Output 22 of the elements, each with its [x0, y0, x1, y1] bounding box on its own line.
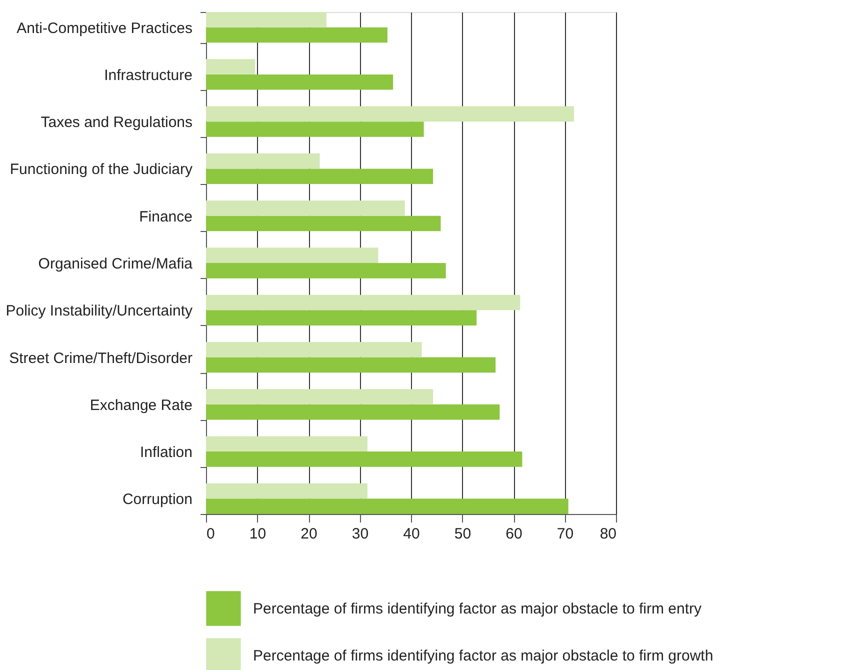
y-tick-label: Street Crime/Theft/Disorder [9, 350, 192, 367]
x-tick-label: 60 [506, 526, 522, 542]
legend-label: Percentage of firms identifying factor as major obstacle to firm entry [253, 600, 702, 618]
y-tick-label: Policy Instability/Uncertainty [6, 302, 193, 320]
x-tick-label: 40 [403, 526, 420, 542]
x-tick-label: 50 [454, 526, 472, 542]
x-tick-label: 20 [300, 526, 318, 542]
x-tick-label: 80 [600, 526, 616, 542]
y-tick-label: Infrastructure [104, 66, 192, 84]
y-tick-label: Anti-Competitive Practices [16, 20, 192, 37]
y-tick-label: Inflation [140, 444, 192, 462]
x-tick-label: 0 [206, 526, 215, 542]
y-tick-label: Finance [139, 208, 192, 226]
y-tick-label: Functioning of the Judiciary [10, 161, 193, 178]
y-tick-label: Corruption [122, 491, 192, 508]
y-tick-label: Exchange Rate [90, 396, 192, 414]
x-tick-label: 10 [249, 526, 266, 542]
y-tick-label: Organised Crime/Mafia [38, 256, 194, 272]
x-tick-label: 70 [556, 526, 574, 542]
x-tick-label: 30 [352, 526, 369, 542]
legend-label: Percentage of firms identifying factor as major obstacle to firm growth [253, 648, 714, 664]
y-tick-label: Taxes and Regulations [40, 114, 192, 132]
